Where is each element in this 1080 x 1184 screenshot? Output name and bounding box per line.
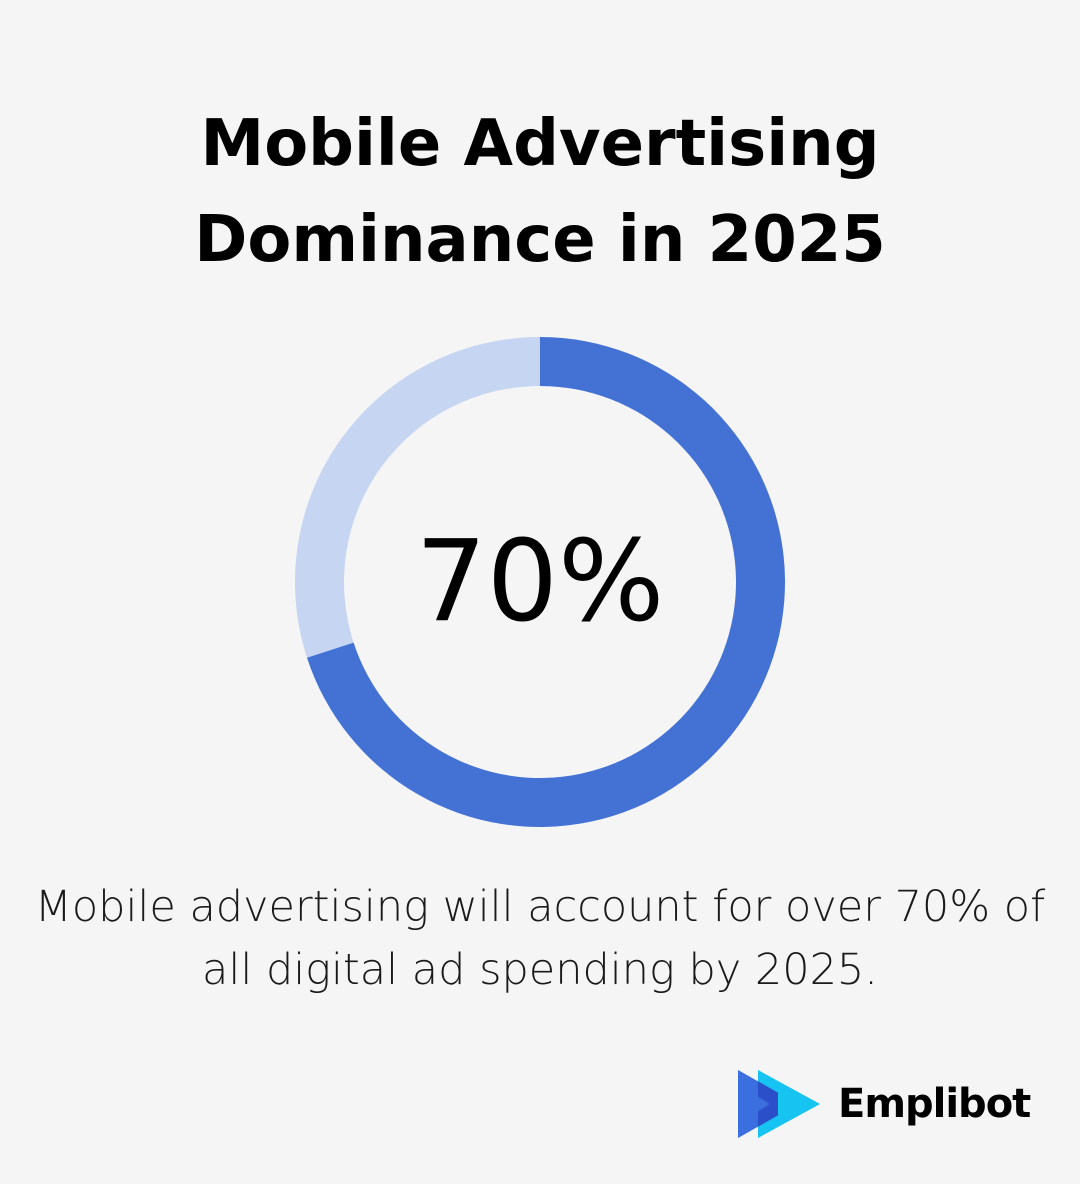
caption-line-1: Mobile advertising will account for over… xyxy=(34,882,1046,932)
donut-center-value: 70% xyxy=(416,517,665,647)
brand-logo: Emplibot xyxy=(736,1068,1031,1140)
page-title: Mobile Advertising Dominance in 2025 xyxy=(0,96,1080,288)
play-logo-icon xyxy=(738,1070,820,1138)
caption: Mobile advertising will account for over… xyxy=(0,876,1080,1002)
title-line-1: Mobile Advertising xyxy=(200,107,880,181)
title-line-2: Dominance in 2025 xyxy=(194,203,886,277)
donut-segment-remainder xyxy=(294,336,540,658)
brand-name: Emplibot xyxy=(838,1081,1031,1127)
caption-line-2: all digital ad spending by 2025. xyxy=(202,945,878,995)
donut-chart: 70% xyxy=(294,336,785,827)
